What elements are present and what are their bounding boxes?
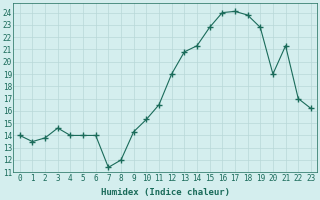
X-axis label: Humidex (Indice chaleur): Humidex (Indice chaleur) — [101, 188, 230, 197]
